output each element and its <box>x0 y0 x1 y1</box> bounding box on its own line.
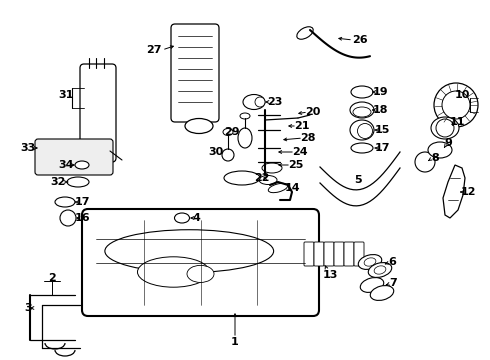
Text: 10: 10 <box>454 90 470 100</box>
FancyBboxPatch shape <box>334 242 344 266</box>
FancyBboxPatch shape <box>324 242 334 266</box>
FancyBboxPatch shape <box>344 242 354 266</box>
Text: 24: 24 <box>292 147 308 157</box>
Text: 28: 28 <box>300 133 316 143</box>
Text: 31: 31 <box>58 90 74 100</box>
Text: 27: 27 <box>146 45 162 55</box>
Text: 26: 26 <box>352 35 368 45</box>
Ellipse shape <box>243 94 265 109</box>
Ellipse shape <box>187 265 214 283</box>
Text: 8: 8 <box>431 153 439 163</box>
Ellipse shape <box>350 102 374 118</box>
Circle shape <box>434 83 478 127</box>
Ellipse shape <box>374 266 386 274</box>
Circle shape <box>442 91 470 119</box>
Text: 14: 14 <box>284 183 300 193</box>
Ellipse shape <box>364 258 376 266</box>
Ellipse shape <box>350 120 374 140</box>
Ellipse shape <box>358 255 382 269</box>
Text: 4: 4 <box>192 213 200 223</box>
Text: 33: 33 <box>21 143 36 153</box>
Text: 19: 19 <box>372 87 388 97</box>
Text: 1: 1 <box>231 337 239 347</box>
Text: 32: 32 <box>50 177 66 187</box>
Ellipse shape <box>67 177 89 187</box>
Text: 16: 16 <box>74 213 90 223</box>
Ellipse shape <box>240 113 250 119</box>
Ellipse shape <box>360 278 384 292</box>
Ellipse shape <box>138 257 210 287</box>
FancyBboxPatch shape <box>304 242 314 266</box>
Text: 9: 9 <box>444 138 452 148</box>
Text: 20: 20 <box>305 107 320 117</box>
Ellipse shape <box>55 197 75 207</box>
Text: 6: 6 <box>388 257 396 267</box>
Text: 21: 21 <box>294 121 310 131</box>
Ellipse shape <box>259 175 277 184</box>
Ellipse shape <box>297 27 313 39</box>
Ellipse shape <box>351 143 373 153</box>
Polygon shape <box>443 165 465 218</box>
Text: 12: 12 <box>460 187 476 197</box>
Ellipse shape <box>105 230 273 273</box>
Text: 7: 7 <box>389 278 397 288</box>
Ellipse shape <box>368 262 392 278</box>
Circle shape <box>60 210 76 226</box>
Text: 17: 17 <box>74 197 90 207</box>
FancyBboxPatch shape <box>354 242 364 266</box>
Ellipse shape <box>90 159 106 167</box>
Ellipse shape <box>224 171 260 185</box>
Ellipse shape <box>75 161 89 169</box>
FancyBboxPatch shape <box>171 24 219 122</box>
Ellipse shape <box>222 149 234 161</box>
Ellipse shape <box>431 117 459 139</box>
FancyBboxPatch shape <box>314 242 324 266</box>
Text: 3: 3 <box>24 303 32 313</box>
Ellipse shape <box>174 213 190 223</box>
Ellipse shape <box>223 129 233 135</box>
Ellipse shape <box>370 285 394 301</box>
Text: 15: 15 <box>374 125 390 135</box>
Ellipse shape <box>262 163 282 173</box>
Text: 25: 25 <box>288 160 304 170</box>
FancyBboxPatch shape <box>80 64 116 162</box>
Circle shape <box>436 119 454 137</box>
Text: 30: 30 <box>208 147 223 157</box>
Ellipse shape <box>238 128 252 148</box>
Text: 34: 34 <box>58 160 74 170</box>
Text: 5: 5 <box>354 175 362 185</box>
Circle shape <box>415 152 435 172</box>
Text: 18: 18 <box>372 105 388 115</box>
Ellipse shape <box>351 86 373 98</box>
Text: 13: 13 <box>322 270 338 280</box>
Text: 22: 22 <box>254 173 270 183</box>
FancyBboxPatch shape <box>82 209 319 316</box>
Text: 23: 23 <box>268 97 283 107</box>
Text: 2: 2 <box>48 273 56 283</box>
Text: 17: 17 <box>374 143 390 153</box>
Circle shape <box>255 97 265 107</box>
Ellipse shape <box>358 123 372 139</box>
Text: 11: 11 <box>449 117 465 127</box>
Ellipse shape <box>353 107 371 117</box>
Text: 29: 29 <box>224 127 240 137</box>
Ellipse shape <box>428 142 452 158</box>
Ellipse shape <box>185 118 213 134</box>
FancyBboxPatch shape <box>35 139 113 175</box>
Ellipse shape <box>269 183 288 193</box>
